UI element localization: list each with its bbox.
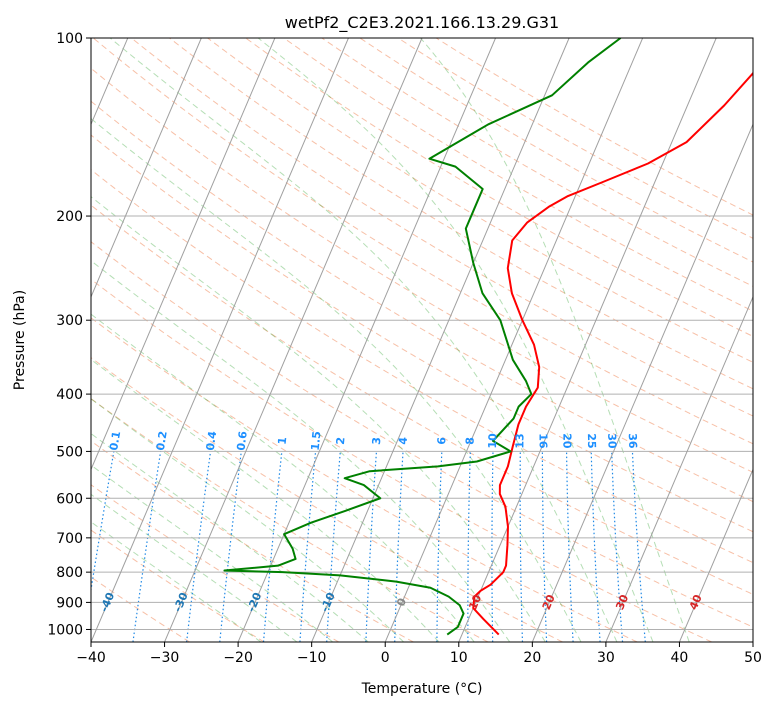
moist-adiabat xyxy=(109,38,618,642)
y-tick-label: 200 xyxy=(56,209,83,225)
moist-adiabat xyxy=(91,196,546,642)
isotherm-gridline xyxy=(91,38,349,642)
x-tick-label: 0 xyxy=(381,650,390,666)
mixing-ratio-label: 25 xyxy=(585,433,598,449)
mixing-ratio-label: 4 xyxy=(396,436,409,445)
isotherm-label: 20 xyxy=(540,592,558,611)
isotherm-label: 10 xyxy=(466,592,484,611)
mixing-ratio-label: 2 xyxy=(334,436,348,445)
axes-ticks-layer: −40 −30 −20 −10 0 10 20 30 40 5010020030040050060… xyxy=(47,31,762,666)
plot-lines-layer xyxy=(91,38,753,642)
mixing-ratio-line xyxy=(91,451,115,594)
y-tick-label: 700 xyxy=(56,531,83,547)
y-tick-label: 500 xyxy=(56,444,83,460)
y-axis-label: Pressure (hPa) xyxy=(12,290,28,390)
mixing-ratio-line xyxy=(186,451,212,642)
mixing-ratio-label: 0.1 xyxy=(107,430,123,451)
isotherm-gridline xyxy=(678,468,753,642)
moist-adiabat xyxy=(91,358,440,642)
dry-adiabat xyxy=(169,38,753,390)
mixing-ratio-label: 1.5 xyxy=(309,431,324,452)
isotherm-gridline xyxy=(164,38,423,642)
moist-adiabat xyxy=(420,38,690,642)
dry-adiabat xyxy=(91,529,265,642)
mixing-ratio-label: 10 xyxy=(486,433,499,449)
x-axis-label: Temperature (°C) xyxy=(361,681,483,697)
chart-title: wetPf2_C2E3.2021.166.13.29.G31 xyxy=(285,13,559,33)
y-tick-label: 800 xyxy=(56,565,83,581)
dry-adiabat xyxy=(131,38,753,417)
x-tick-label: 50 xyxy=(744,650,762,666)
mixing-ratio-label: 30 xyxy=(605,433,619,449)
dry-adiabat xyxy=(91,204,753,595)
isotherm-gridline xyxy=(531,123,753,642)
isotherm-gridline xyxy=(458,38,717,642)
y-tick-label: 300 xyxy=(56,313,83,329)
dry-adiabat xyxy=(91,357,563,642)
moist-adiabat xyxy=(257,38,654,642)
x-tick-label: 20 xyxy=(523,650,541,666)
isotherm-gridline xyxy=(384,38,644,642)
mixing-ratio-label: 8 xyxy=(463,437,476,445)
isotherm-gridline xyxy=(237,38,497,642)
moist-adiabat xyxy=(91,464,334,642)
dry-adiabat xyxy=(91,484,340,642)
mixing-ratio-label: 0.4 xyxy=(204,430,220,451)
moist-adiabat xyxy=(91,521,262,642)
x-tick-label: 40 xyxy=(671,650,689,666)
isotherm-gridline xyxy=(91,38,276,471)
plot-labels-layer: 0.10.20.40.611.52346810131620253036-100-… xyxy=(98,430,705,614)
mixing-ratio-line xyxy=(219,451,242,642)
y-tick-label: 1000 xyxy=(47,622,83,638)
mixing-ratio-label: 20 xyxy=(560,433,573,449)
y-tick-label: 600 xyxy=(56,491,83,507)
y-tick-label: 100 xyxy=(56,31,83,47)
mixing-ratio-label: 36 xyxy=(626,433,640,449)
mixing-ratio-label: 6 xyxy=(435,436,448,445)
y-tick-label: 900 xyxy=(56,595,83,611)
x-tick-label: −40 xyxy=(76,650,106,666)
dry-adiabat xyxy=(283,38,753,312)
x-tick-label: −10 xyxy=(297,650,327,666)
x-tick-label: 30 xyxy=(597,650,615,666)
dry-adiabat xyxy=(91,134,753,533)
moist-adiabat xyxy=(91,398,404,642)
isotherm-gridline xyxy=(311,38,570,642)
x-tick-label: −20 xyxy=(223,650,253,666)
moist-adiabat xyxy=(91,313,475,642)
moist-adiabat xyxy=(91,433,369,642)
isotherm-label: 30 xyxy=(613,592,631,611)
moist-adiabat xyxy=(91,260,511,642)
dewpoint-line xyxy=(223,38,622,636)
x-tick-label: 10 xyxy=(450,650,468,666)
isotherm-label: 40 xyxy=(687,592,705,611)
moist-adiabat xyxy=(91,493,298,642)
mixing-ratio-label: 13 xyxy=(513,433,526,448)
dry-adiabat xyxy=(91,317,638,642)
plot-frame xyxy=(90,37,754,643)
isotherm-gridline xyxy=(605,295,753,642)
isotherm-gridline xyxy=(91,38,202,299)
dry-adiabat xyxy=(91,278,712,642)
temperature-line xyxy=(472,71,753,636)
dry-adiabat xyxy=(321,38,753,287)
moist-adiabat xyxy=(91,117,582,642)
mixing-ratio-label: 0.2 xyxy=(154,430,170,451)
dry-adiabat xyxy=(91,241,753,628)
y-tick-label: 400 xyxy=(56,387,83,403)
x-tick-label: −30 xyxy=(150,650,180,666)
mixing-ratio-label: 1 xyxy=(276,436,290,445)
dry-adiabat xyxy=(91,100,753,503)
mixing-ratio-label: 16 xyxy=(536,433,549,449)
mixing-ratio-label: 0.6 xyxy=(234,430,249,451)
mixing-ratio-label: 3 xyxy=(370,437,384,446)
